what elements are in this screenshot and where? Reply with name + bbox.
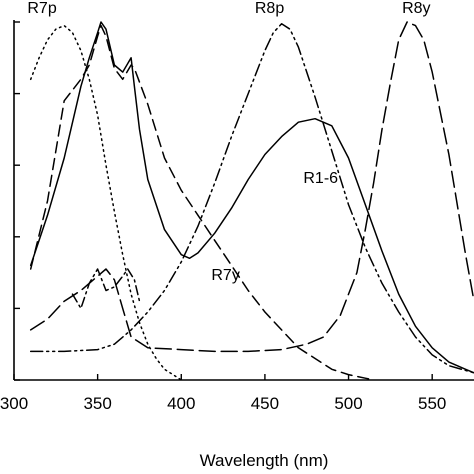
x-tick-label: 450: [251, 394, 279, 413]
curve-r7p: [29, 24, 183, 381]
curve-labels: R1-6 R7p R8p R8y R7y: [27, 0, 430, 284]
curve-r8p: [29, 23, 474, 374]
label-r8p: R8p: [255, 0, 284, 17]
axes: 300 350 400 450 500 550: [0, 20, 474, 413]
x-tick-label: 350: [83, 394, 111, 413]
label-r8y: R8y: [402, 0, 430, 17]
label-r1-6: R1-6: [303, 170, 338, 187]
label-r7y: R7y: [211, 267, 239, 284]
curve-r1-6: [29, 21, 474, 374]
curve-r7y-uv-fragment: [71, 268, 141, 310]
x-tick-label: 500: [334, 394, 362, 413]
x-tick-label: 550: [418, 394, 446, 413]
x-axis-title: Wavelength (nm): [200, 451, 329, 470]
x-tick-label: 300: [0, 394, 28, 413]
x-tick-label: 400: [167, 394, 195, 413]
curve-r7y: [29, 24, 375, 381]
curves: [29, 21, 474, 381]
label-r7p: R7p: [27, 0, 56, 17]
curve-r8y: [29, 21, 474, 353]
